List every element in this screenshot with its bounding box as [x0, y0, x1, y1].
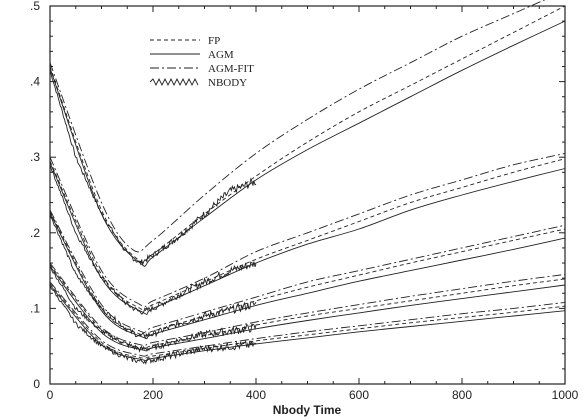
fp-curve-4 [49, 264, 566, 350]
y-axis: 0 .1 .2 .3 .4 .5 [30, 0, 565, 391]
legend: FP AGM AGM-FIT NBODY [149, 35, 254, 89]
agm-curve-3 [49, 212, 566, 340]
agm-curve-5 [49, 284, 566, 362]
x-tick-label: 800 [452, 388, 472, 402]
y-tick-label: .1 [30, 301, 40, 315]
nbody-curve-1 [49, 70, 257, 267]
legend-agm-label: AGM [208, 49, 234, 61]
y-tick-label: 0 [33, 377, 40, 391]
fp-curve-5 [49, 283, 566, 359]
agmfit-curve-2 [49, 152, 566, 308]
agm-curve-2 [49, 162, 566, 315]
agmfit-curve-5 [49, 281, 566, 357]
x-axis-label: Nbody Time [273, 403, 342, 417]
nbody-curve-2 [49, 164, 257, 315]
nbody-curve-5 [49, 285, 257, 365]
y-tick-label: .3 [30, 150, 40, 164]
agmfit-curve-4 [49, 262, 566, 347]
nbody-curve-3 [49, 213, 257, 338]
x-tick-label: 400 [246, 388, 266, 402]
series-layer [49, 0, 566, 365]
y-tick-label: .4 [30, 75, 40, 89]
x-tick-label: 200 [143, 388, 163, 402]
fp-curve-1 [49, 5, 566, 264]
nbody-curve-4 [49, 267, 257, 353]
plot-frame [49, 5, 566, 385]
legend-agmfit-label: AGM-FIT [208, 63, 254, 75]
agmfit-curve-3 [49, 209, 566, 333]
agmfit-curve-1 [49, 0, 546, 253]
x-tick-label: 600 [349, 388, 369, 402]
legend-fp-label: FP [208, 35, 220, 47]
legend-nbody-label: NBODY [208, 77, 247, 89]
legend-nbody-swatch [149, 77, 199, 87]
fp-curve-2 [49, 158, 566, 312]
x-axis: 0 200 400 600 800 1000 [47, 6, 579, 402]
agm-curve-1 [49, 20, 566, 267]
y-tick-label: .2 [30, 226, 40, 240]
x-tick-label: 0 [47, 388, 54, 402]
agm-curve-4 [49, 265, 566, 352]
x-tick-label: 1000 [552, 388, 579, 402]
y-tick-label: .5 [30, 0, 40, 13]
fp-curve-3 [49, 211, 566, 337]
